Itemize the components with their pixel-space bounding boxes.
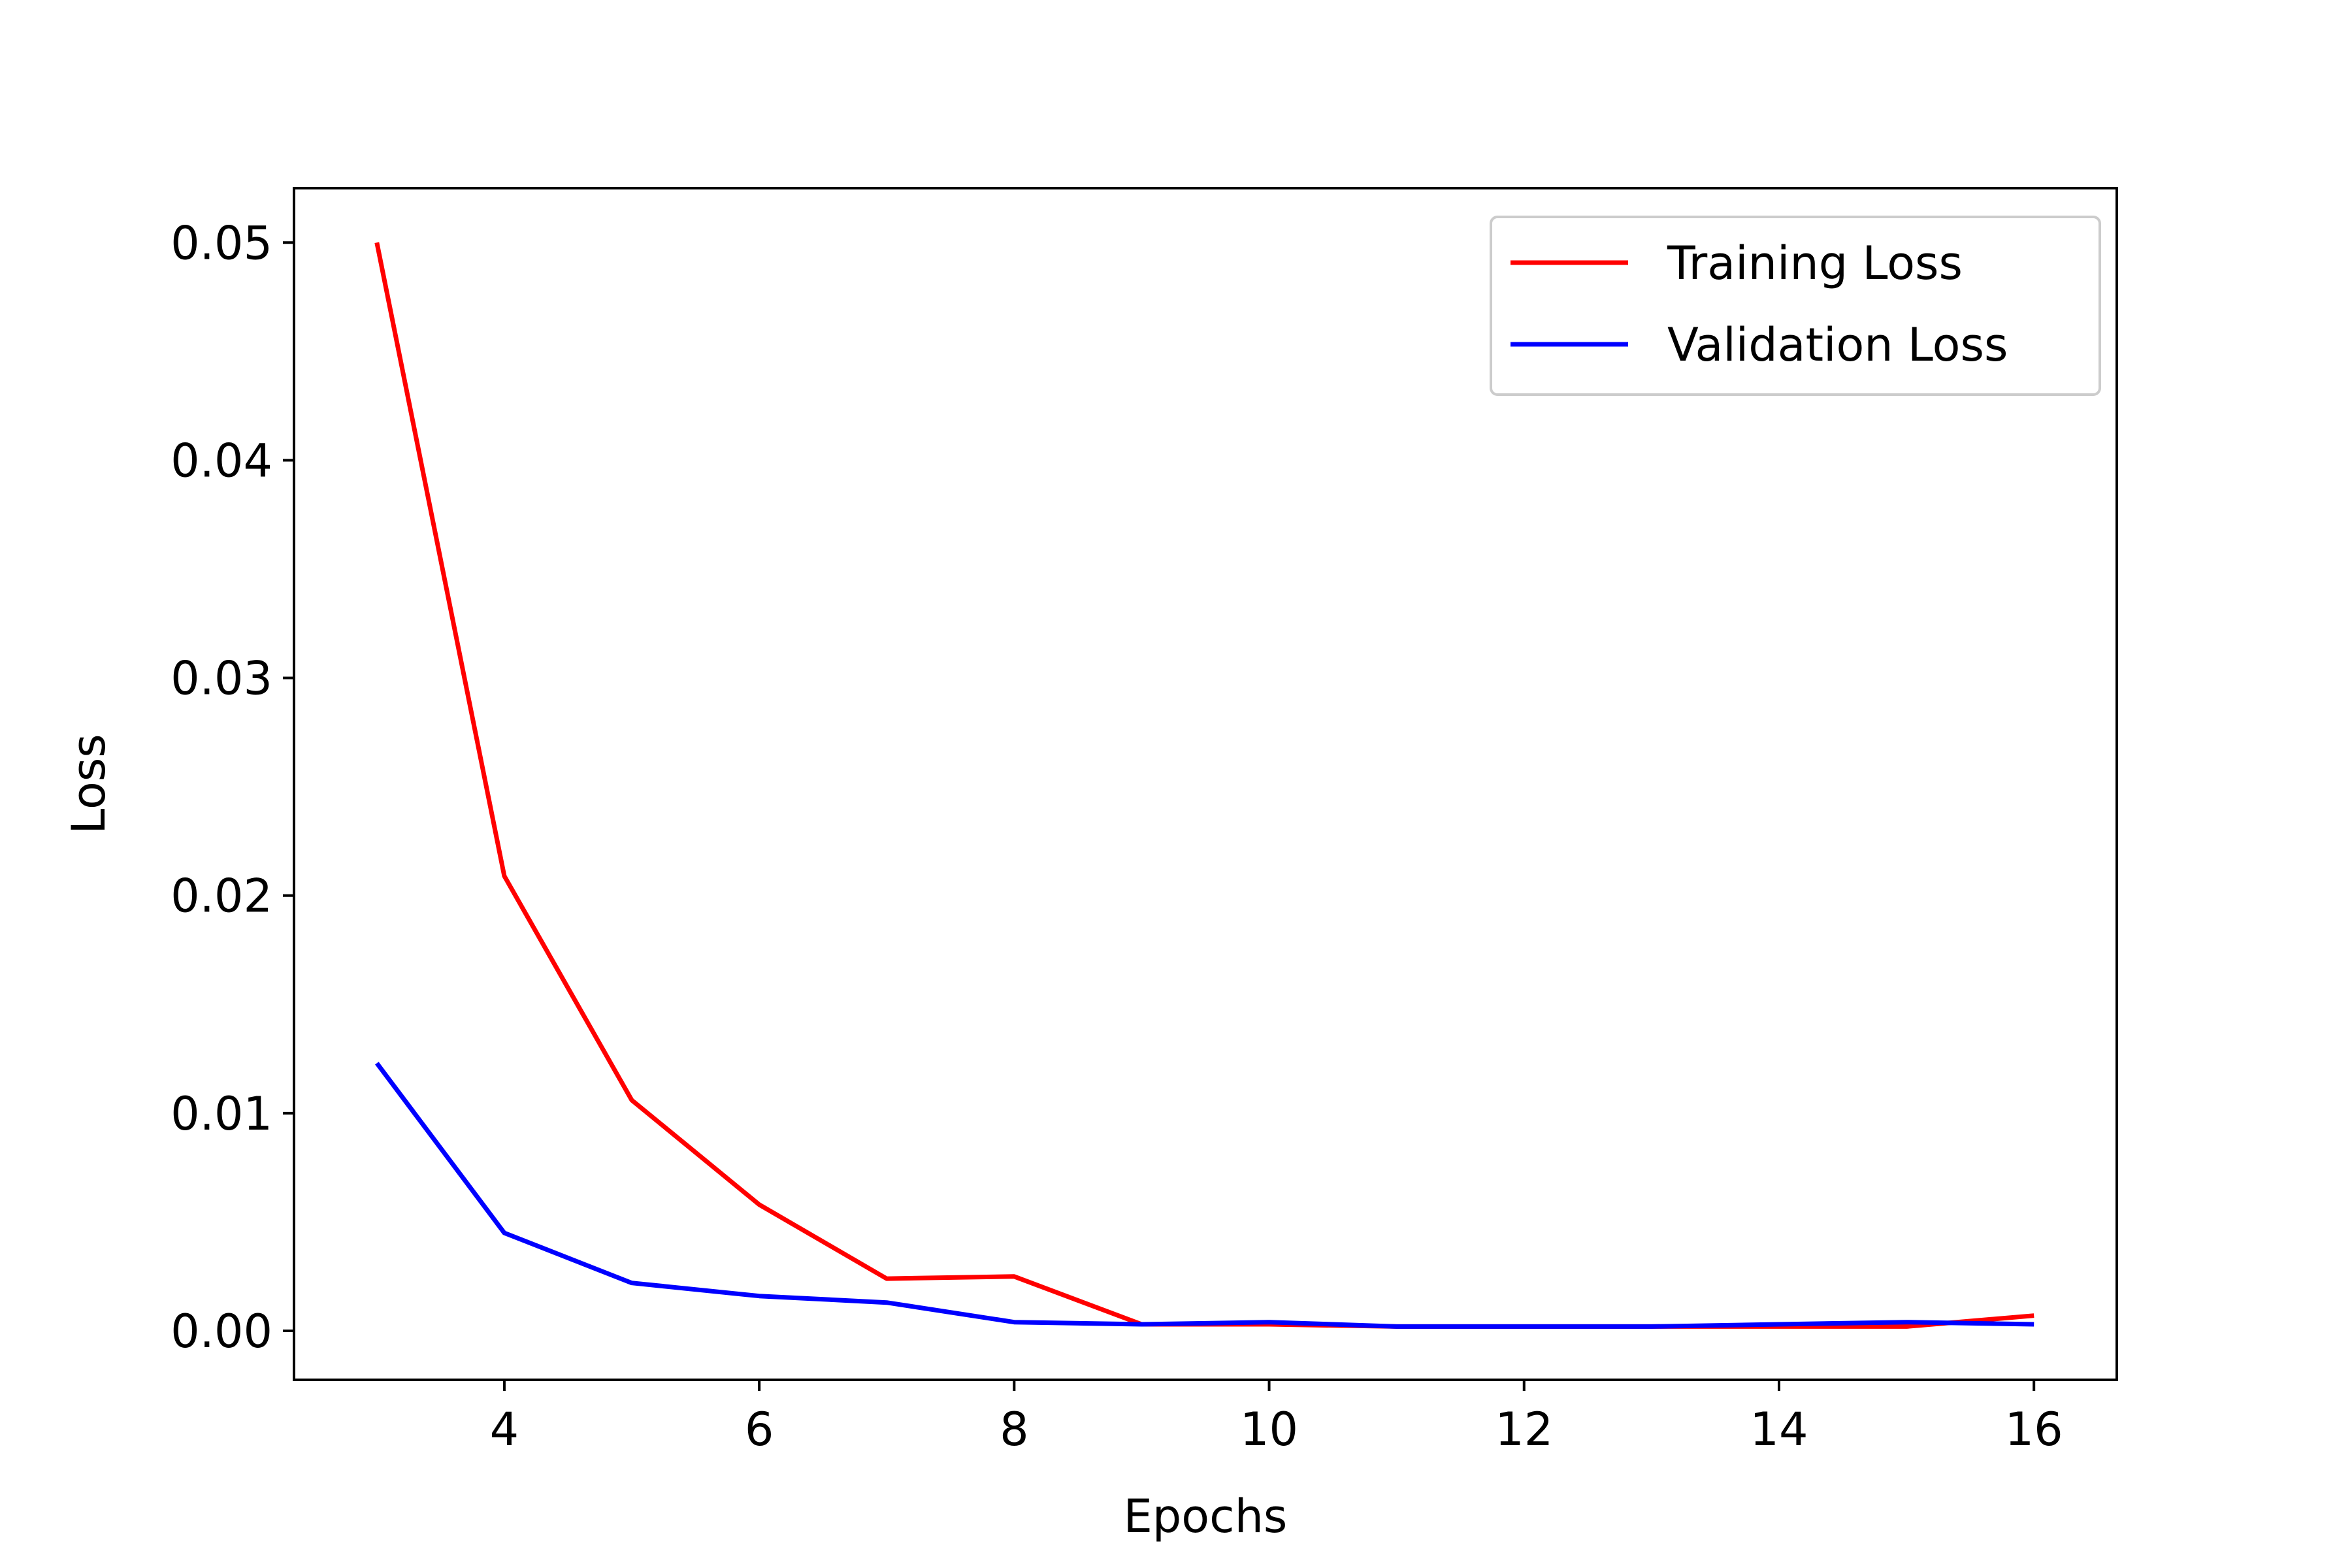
y-tick-label: 0.02	[171, 870, 272, 923]
legend-label-2: Validation Loss	[1667, 318, 2008, 372]
x-tick-label: 8	[1000, 1403, 1029, 1456]
legend: Training Loss Validation Loss	[1490, 216, 2101, 396]
x-tick-label: 10	[1240, 1403, 1298, 1456]
y-tick-label: 0.05	[171, 216, 272, 270]
y-tick-label: 0.00	[171, 1305, 272, 1358]
axes-frame	[293, 187, 2118, 1381]
x-tick-label: 14	[1750, 1403, 1808, 1456]
x-tick-label: 16	[2005, 1403, 2063, 1456]
x-tick-label: 4	[490, 1403, 519, 1456]
y-axis-label: Loss	[62, 734, 116, 834]
y-tick-label: 0.04	[171, 434, 272, 487]
plot-area	[374, 242, 2034, 1329]
y-tick-label: 0.01	[171, 1087, 272, 1141]
x-tick-label: 12	[1495, 1403, 1553, 1456]
x-axis-label: Epochs	[1124, 1490, 1288, 1543]
series-line-2	[375, 1062, 2034, 1329]
legend-label-1: Training Loss	[1667, 237, 1963, 290]
x-tick-label: 6	[745, 1403, 774, 1456]
axes: 4 6 8 10 12 14 16 0.00 0.01 0.02 0.03 0.04 0.05	[171, 187, 2118, 1456]
legend-box	[1490, 216, 2101, 396]
y-tick-label: 0.03	[171, 652, 272, 706]
